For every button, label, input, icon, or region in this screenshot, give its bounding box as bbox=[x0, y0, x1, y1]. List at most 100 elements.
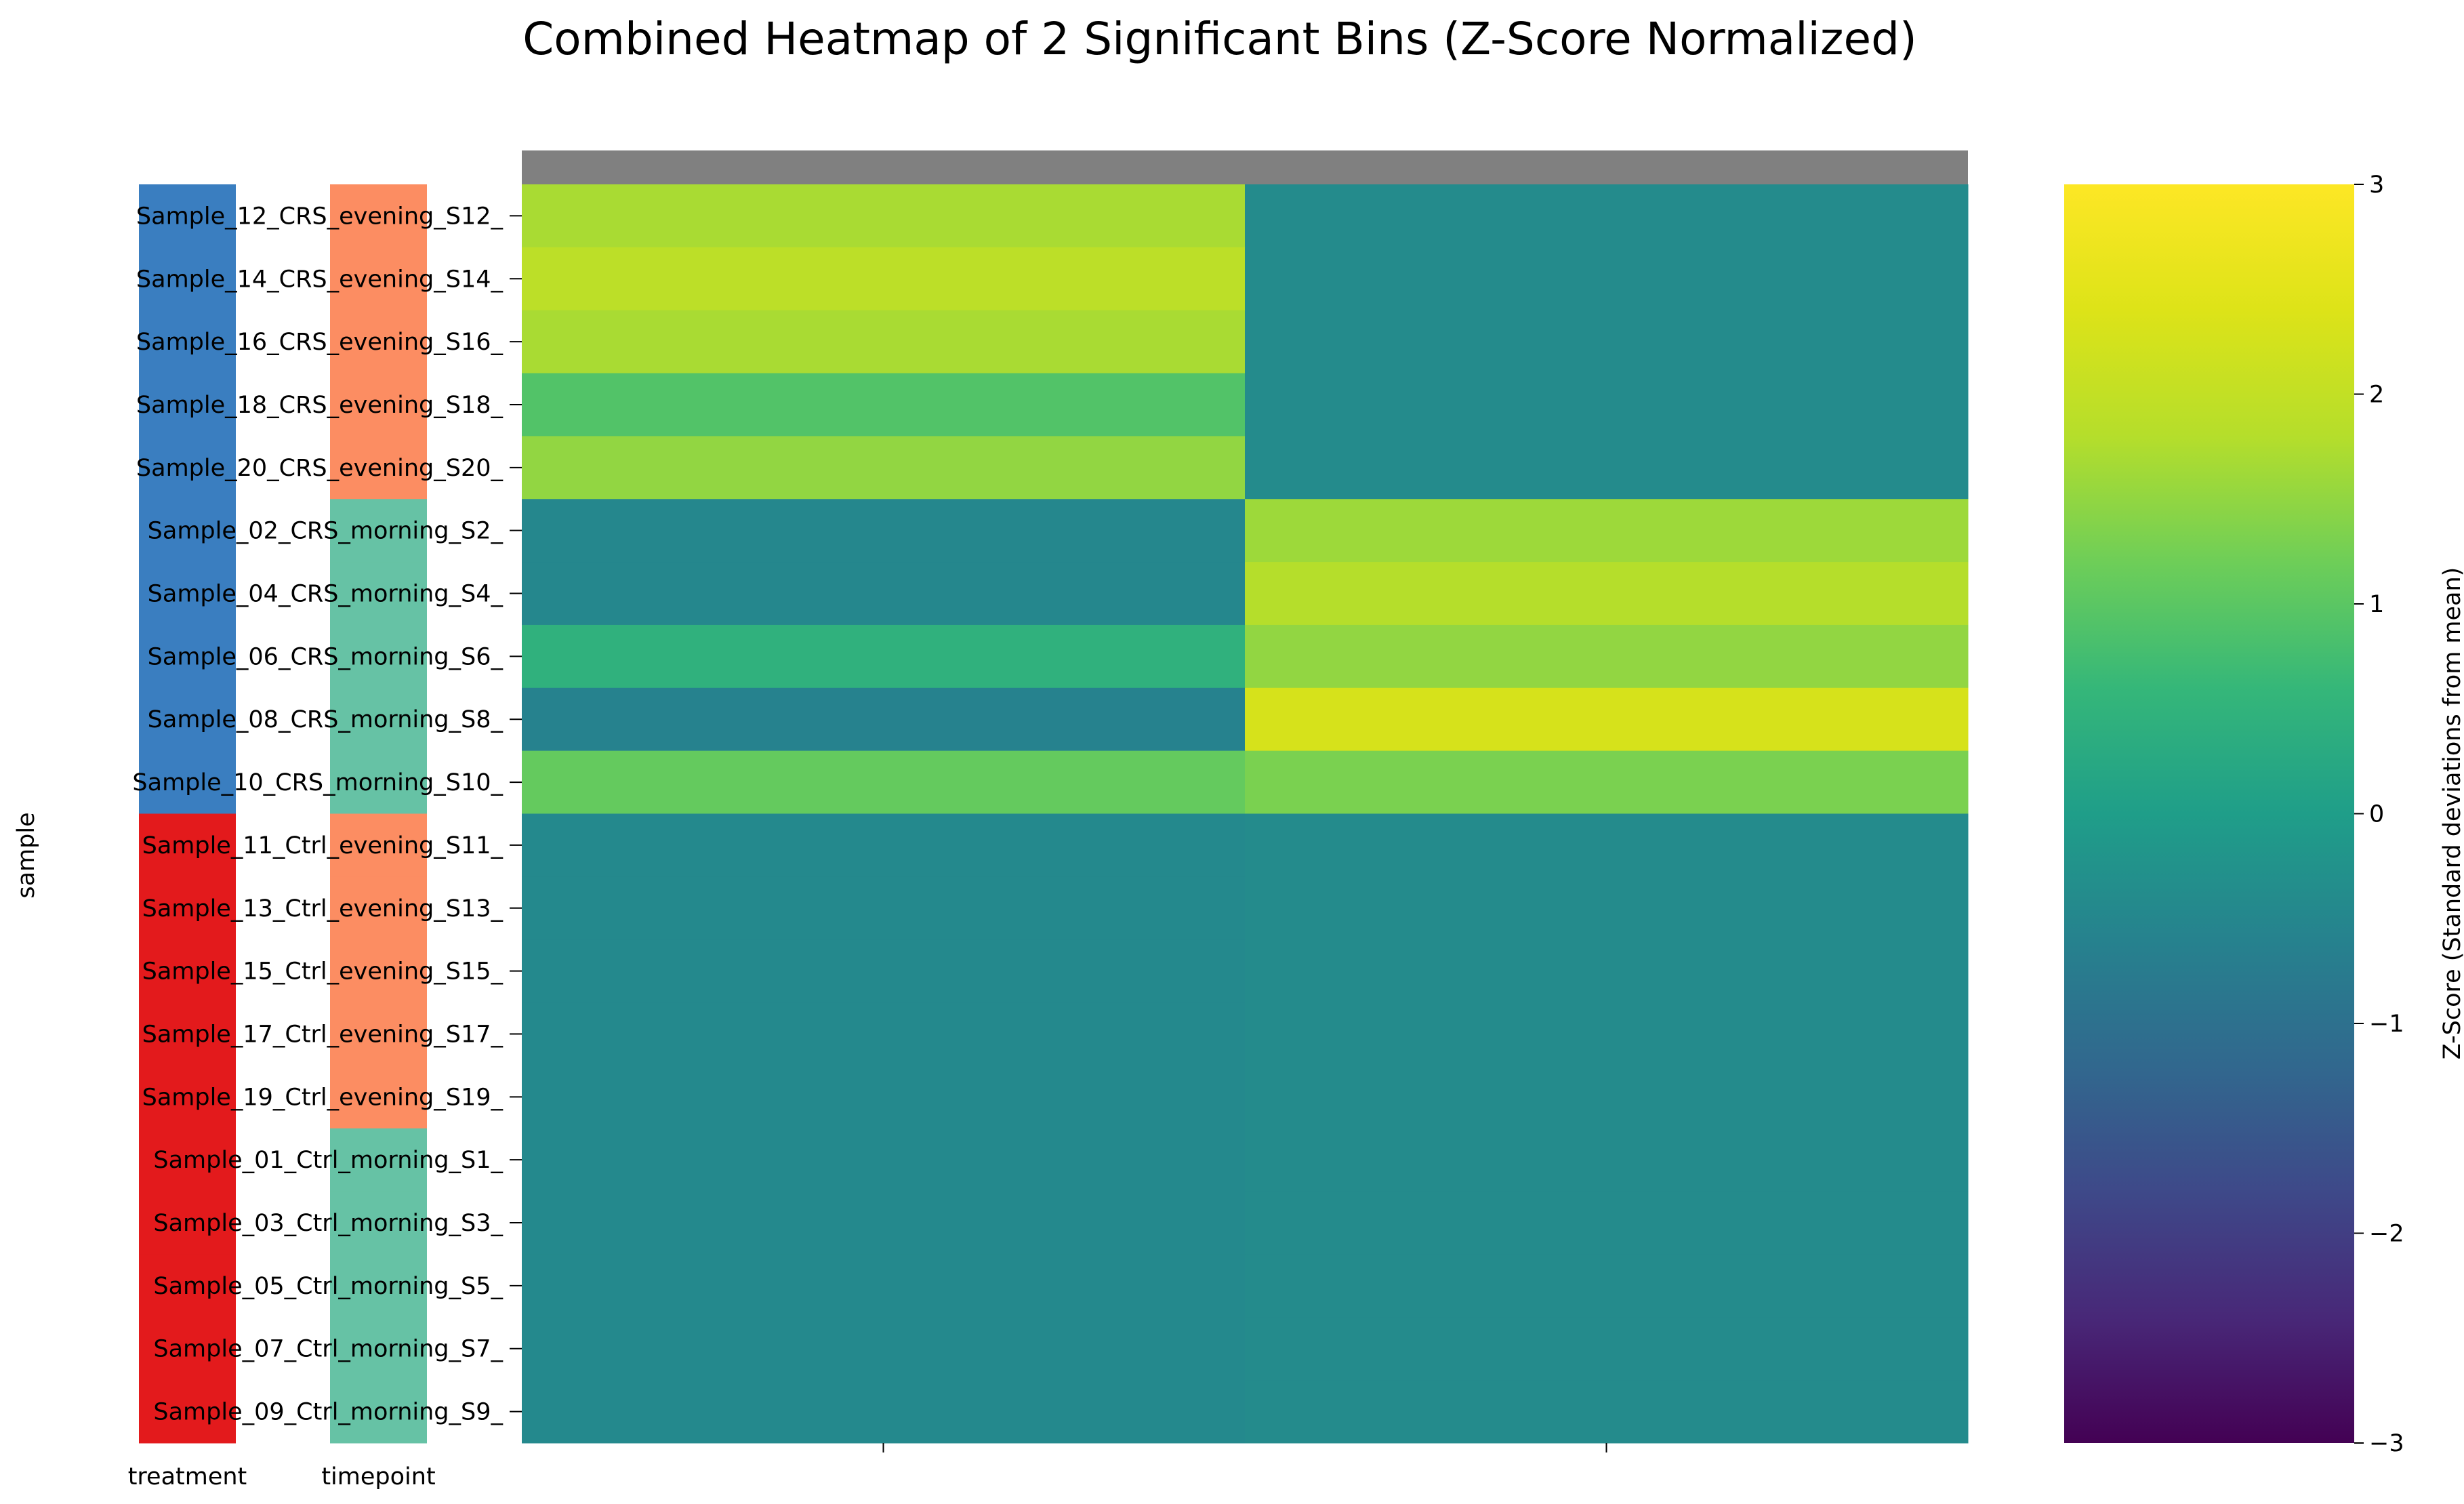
colorbar-tick-label: −1 bbox=[2369, 1011, 2404, 1038]
row-label: Sample_07_Ctrl_morning_S7_ bbox=[153, 1336, 503, 1363]
annotation-cell-treatment bbox=[139, 813, 236, 877]
annotation-cell-treatment bbox=[139, 876, 236, 940]
heatmap-cell bbox=[522, 1065, 1246, 1129]
row-label: Sample_17_Ctrl_evening_S17_ bbox=[142, 1021, 504, 1048]
annotation-cell-timepoint bbox=[330, 624, 427, 689]
heatmap-cell bbox=[522, 310, 1246, 374]
annotation-cell-timepoint bbox=[330, 687, 427, 752]
colorbar-tick-label: 2 bbox=[2369, 382, 2384, 409]
heatmap-cell bbox=[522, 247, 1246, 311]
annotation-cell-treatment bbox=[139, 624, 236, 689]
annotation-cell-timepoint bbox=[330, 1002, 427, 1066]
annotation-cell-treatment bbox=[139, 1380, 236, 1444]
heatmap-cell bbox=[522, 499, 1246, 563]
annotation-cell-treatment bbox=[139, 1191, 236, 1255]
colorbar-tick-label: 3 bbox=[2369, 171, 2384, 199]
heatmap-cell bbox=[522, 624, 1246, 689]
heatmap-cell bbox=[1245, 939, 1969, 1003]
annotation-cell-timepoint bbox=[330, 1191, 427, 1255]
heatmap-cell bbox=[522, 1317, 1246, 1381]
colorbar-tick-label: −3 bbox=[2369, 1430, 2404, 1457]
annotation-cell-timepoint bbox=[330, 1380, 427, 1444]
heatmap-cell bbox=[1245, 624, 1969, 689]
heatmap-cell bbox=[1245, 562, 1969, 626]
row-label: Sample_15_Ctrl_evening_S15_ bbox=[142, 958, 504, 985]
annotation-cell-treatment bbox=[139, 1065, 236, 1129]
annotation-cell-timepoint bbox=[330, 750, 427, 814]
row-label: Sample_08_CRS_morning_S8_ bbox=[148, 706, 504, 733]
annotation-columns: treatment timepoint bbox=[128, 184, 436, 1490]
heatmap-cell bbox=[1245, 1254, 1969, 1318]
heatmap-cell bbox=[522, 1002, 1246, 1066]
annotation-cell-timepoint bbox=[330, 876, 427, 940]
heatmap-cell bbox=[522, 373, 1246, 436]
heatmap-cells bbox=[522, 150, 1969, 1444]
annotation-cell-treatment bbox=[139, 184, 236, 248]
heatmap-cell bbox=[522, 184, 1246, 248]
annotation-cell-treatment bbox=[139, 310, 236, 374]
row-label: Sample_19_Ctrl_evening_S19_ bbox=[142, 1084, 504, 1111]
heatmap-cell bbox=[522, 750, 1246, 814]
row-label: Sample_05_Ctrl_morning_S5_ bbox=[153, 1273, 503, 1300]
heatmap-cell bbox=[522, 876, 1246, 940]
heatmap-cell bbox=[522, 1254, 1246, 1318]
colorbar-tick-label: 0 bbox=[2369, 801, 2384, 828]
heatmap-cell bbox=[522, 436, 1246, 500]
heatmap-cell bbox=[522, 813, 1246, 877]
annotation-cell-treatment bbox=[139, 1317, 236, 1381]
colorbar-tick-label: 1 bbox=[2369, 591, 2384, 618]
heatmap-cell bbox=[1245, 1065, 1969, 1129]
column-ticks bbox=[882, 1443, 1607, 1452]
annotation-cell-timepoint bbox=[330, 310, 427, 374]
heatmap-cell bbox=[522, 687, 1246, 752]
annotation-cell-timepoint bbox=[330, 939, 427, 1003]
y-axis-label: sample bbox=[13, 812, 40, 898]
heatmap-cell bbox=[1245, 1317, 1969, 1381]
annotation-cell-timepoint bbox=[330, 499, 427, 563]
annotation-label-treatment: treatment bbox=[128, 1463, 247, 1490]
colorbar-tick-label: −2 bbox=[2369, 1221, 2404, 1248]
heatmap-cell bbox=[1245, 373, 1969, 436]
annotation-cell-timepoint bbox=[330, 562, 427, 626]
annotation-cell-treatment bbox=[139, 1128, 236, 1192]
heatmap-cell bbox=[1245, 247, 1969, 311]
annotation-cell-treatment bbox=[139, 562, 236, 626]
row-label: Sample_13_Ctrl_evening_S13_ bbox=[142, 895, 504, 922]
heatmap-cell bbox=[1245, 1380, 1969, 1444]
annotation-cell-treatment bbox=[139, 373, 236, 436]
heatmap-cell bbox=[1245, 876, 1969, 940]
annotation-cell-timepoint bbox=[330, 184, 427, 248]
annotation-cell-treatment bbox=[139, 939, 236, 1003]
annotation-cell-timepoint bbox=[330, 436, 427, 500]
heatmap-cell bbox=[1245, 750, 1969, 814]
row-label: Sample_10_CRS_morning_S10_ bbox=[132, 769, 503, 796]
annotation-cell-treatment bbox=[139, 499, 236, 563]
row-label: Sample_01_Ctrl_morning_S1_ bbox=[153, 1147, 503, 1174]
annotation-cell-timepoint bbox=[330, 373, 427, 436]
row-label: Sample_18_CRS_evening_S18_ bbox=[136, 392, 504, 419]
heatmap-cell bbox=[1245, 1128, 1969, 1192]
heatmap-cell bbox=[1245, 310, 1969, 374]
row-label: Sample_11_Ctrl_evening_S11_ bbox=[142, 832, 504, 859]
header-strip bbox=[522, 150, 1968, 184]
annotation-label-timepoint: timepoint bbox=[321, 1463, 435, 1490]
heatmap-cell bbox=[1245, 1002, 1969, 1066]
annotation-cell-timepoint bbox=[330, 1254, 427, 1318]
colorbar-ticks: 3 2 1 0 −1 −2 −3 bbox=[2354, 171, 2404, 1457]
row-label: Sample_20_CRS_evening_S20_ bbox=[136, 455, 504, 482]
heatmap-cell bbox=[522, 939, 1246, 1003]
chart-title: Combined Heatmap of 2 Significant Bins (… bbox=[522, 13, 1917, 65]
row-label: Sample_03_Ctrl_morning_S3_ bbox=[153, 1210, 503, 1237]
row-label: Sample_02_CRS_morning_S2_ bbox=[148, 518, 504, 545]
annotation-cell-treatment bbox=[139, 687, 236, 752]
heatmap-cell bbox=[522, 562, 1246, 626]
heatmap-cell bbox=[1245, 436, 1969, 500]
heatmap-cell bbox=[522, 1191, 1246, 1255]
annotation-cell-timepoint bbox=[330, 247, 427, 311]
annotation-cell-treatment bbox=[139, 1002, 236, 1066]
annotation-cell-timepoint bbox=[330, 813, 427, 877]
row-label: Sample_04_CRS_morning_S4_ bbox=[148, 581, 504, 608]
row-label: Sample_12_CRS_evening_S12_ bbox=[136, 203, 504, 230]
colorbar-label: Z-Score (Standard deviations from mean) bbox=[2439, 567, 2464, 1060]
